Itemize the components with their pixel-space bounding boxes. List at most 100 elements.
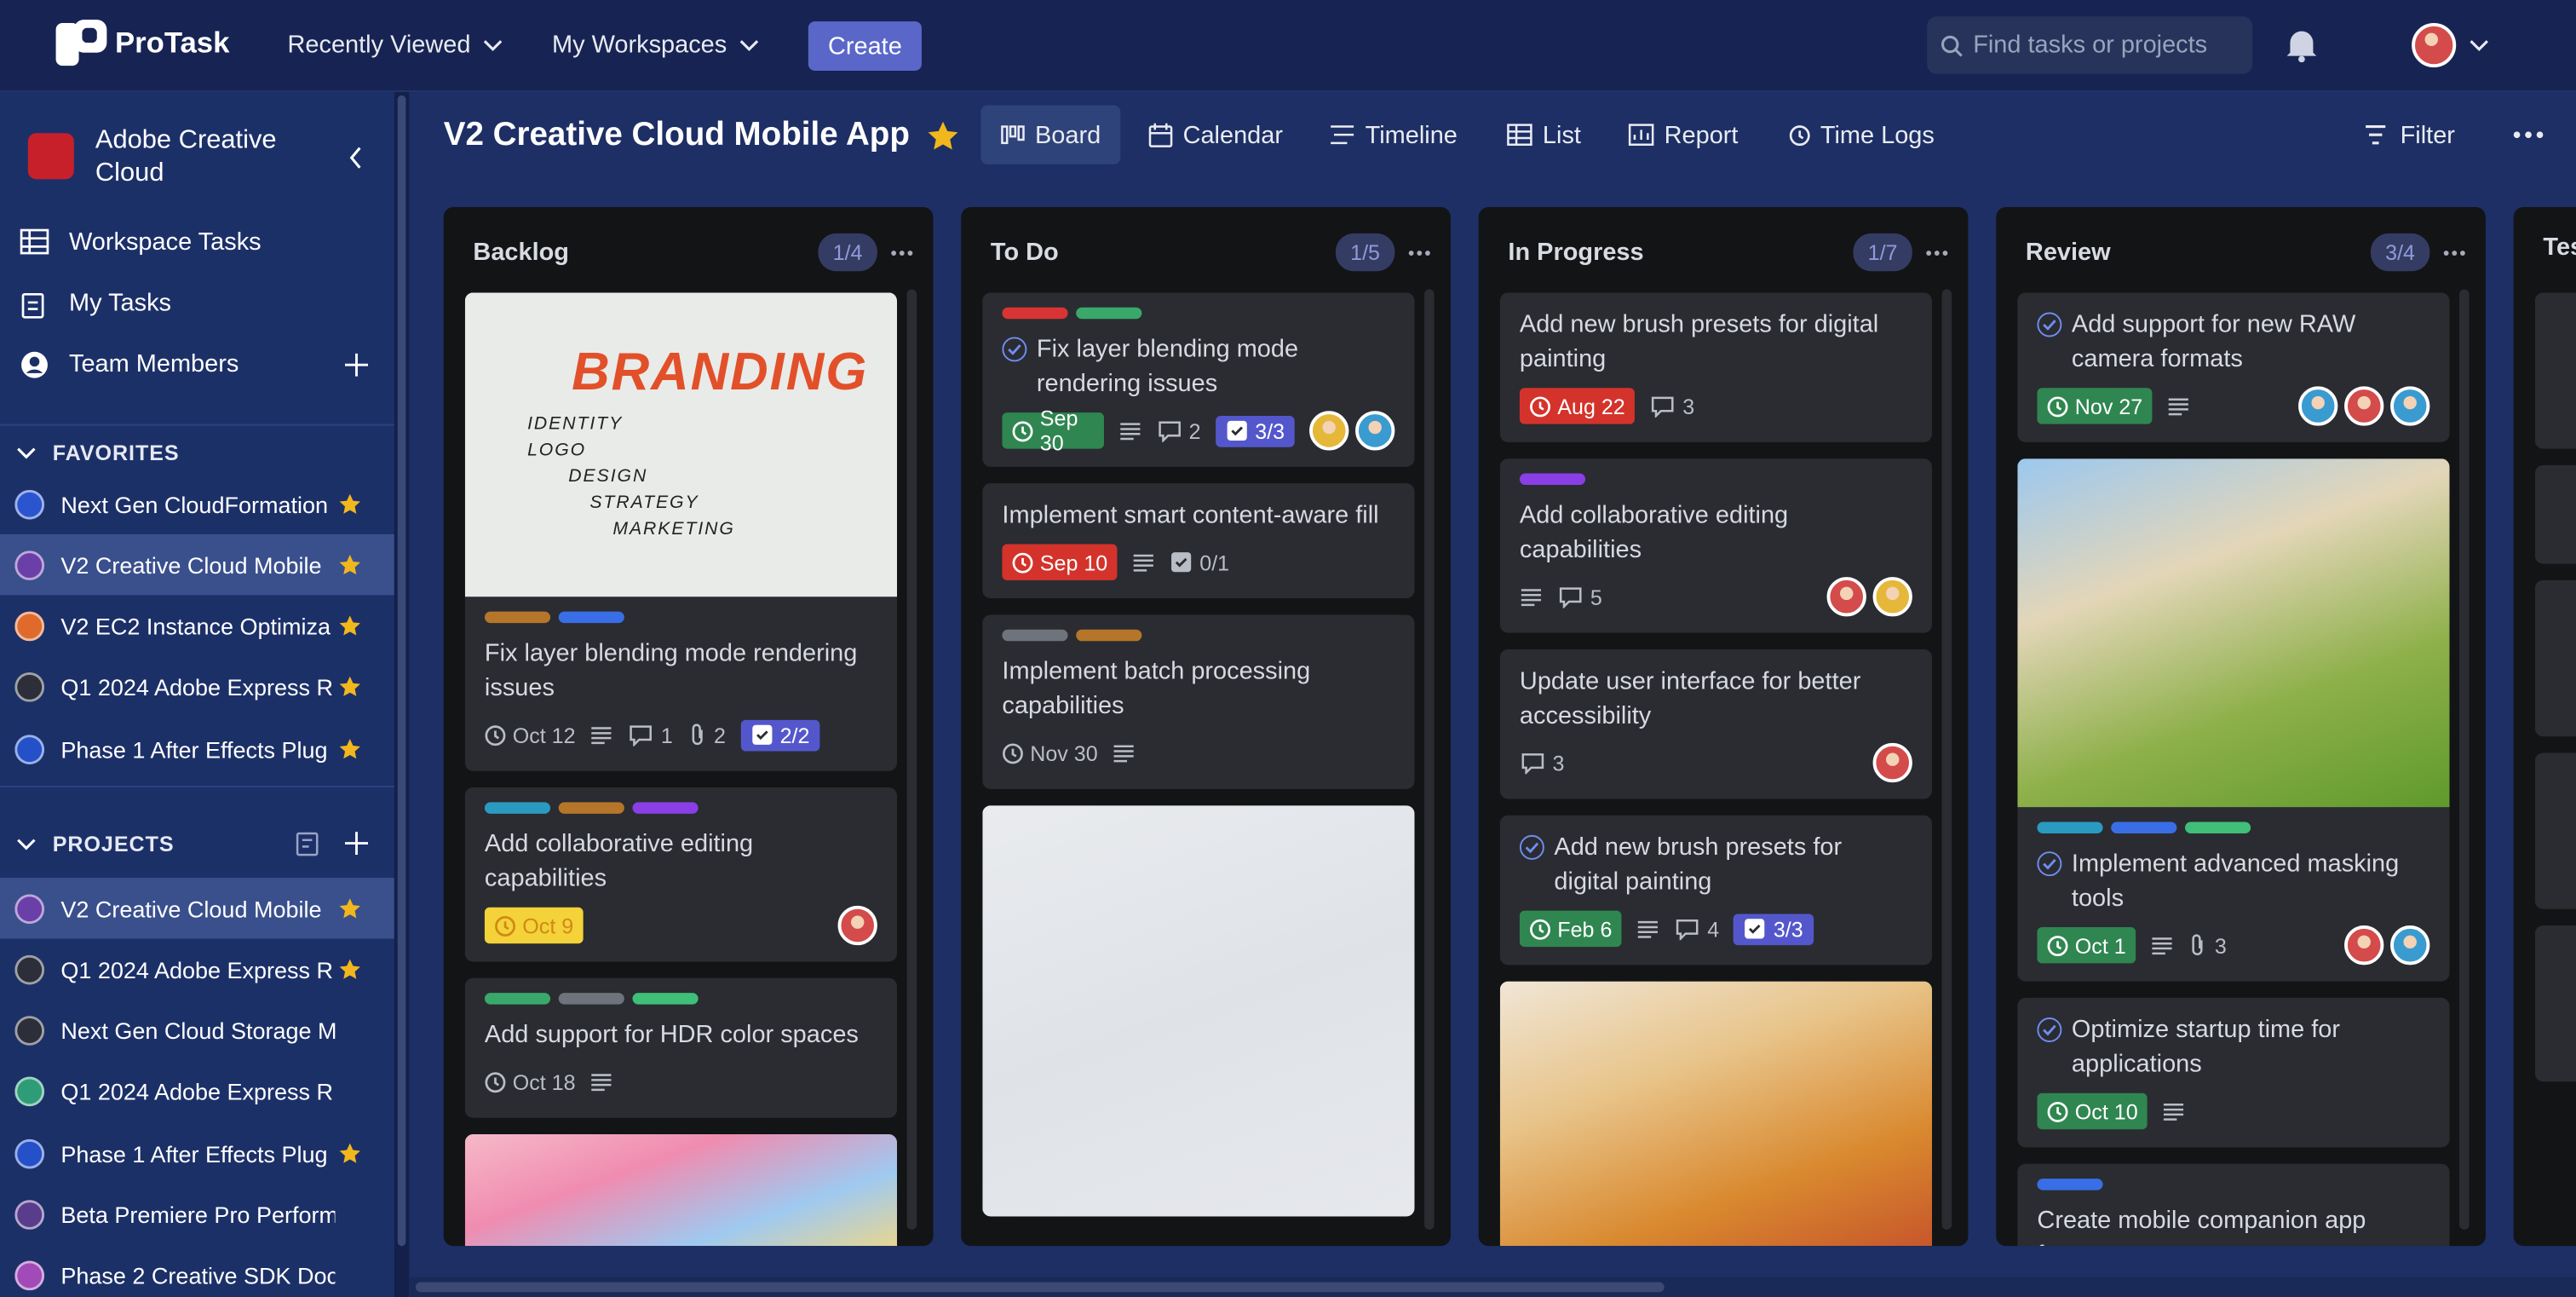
task-card[interactable]: Add new brush presets for digital painti…: [1499, 292, 1932, 442]
section-header[interactable]: FAVORITES: [0, 423, 394, 483]
project-item[interactable]: V2 Creative Cloud Mobile: [0, 534, 394, 596]
task-card[interactable]: BRANDING IDENTITY LOGO DESIGN STRATEGY MARKET…: [464, 292, 897, 771]
section-header[interactable]: PROJECTS: [0, 814, 394, 874]
task-card[interactable]: Add collaborative editing capabilities 5: [1499, 458, 1932, 633]
project-item[interactable]: Beta Premiere Pro Perform: [0, 1185, 394, 1245]
task-card[interactable]: [1499, 981, 1932, 1247]
task-card[interactable]: Add support for HDR color spaces Oct 18: [464, 977, 897, 1118]
column-menu[interactable]: [1408, 249, 1431, 256]
column-header: To Do 1/5: [991, 233, 1431, 272]
workspace-name[interactable]: Adobe Creative Cloud: [95, 126, 277, 187]
title-text: Optimize startup time for applications: [2071, 1016, 2341, 1079]
column-scrollbar[interactable]: [1424, 289, 1435, 1230]
user-menu[interactable]: [2470, 39, 2489, 52]
task-card[interactable]: Implement smart content-aware fill Sep 10…: [982, 483, 1415, 599]
task-card[interactable]: [2534, 752, 2576, 909]
project-item[interactable]: Q1 2024 Adobe Express R: [0, 1062, 394, 1122]
column-scrollbar[interactable]: [1941, 289, 1952, 1230]
project-item[interactable]: Q1 2024 Adobe Express R: [0, 939, 394, 1000]
create-button[interactable]: Create: [808, 21, 922, 71]
cover-line: IDENTITY: [527, 414, 624, 435]
cover-image: BRANDING IDENTITY LOGO DESIGN STRATEGY MARKET…: [464, 292, 897, 597]
view-tab[interactable]: Timeline: [1309, 105, 1477, 164]
project-item[interactable]: V2 Creative Cloud Mobile: [0, 878, 394, 939]
view-label: Timeline: [1365, 120, 1458, 149]
project-item[interactable]: Phase 2 Creative SDK Doc: [0, 1246, 394, 1297]
avatar[interactable]: [1872, 577, 1912, 617]
project-name: Q1 2024 Adobe Express R: [60, 1079, 334, 1106]
view-tab[interactable]: List: [1486, 105, 1601, 164]
title-text: Add support for new RAW camera formats: [2071, 310, 2356, 373]
sidebar-link[interactable]: Workspace Tasks: [0, 212, 394, 273]
task-card[interactable]: Implement advanced masking tools Oct 1 3: [2017, 458, 2450, 982]
board-scrollbar[interactable]: [409, 1277, 2576, 1297]
project-item[interactable]: Next Gen CloudFormation: [0, 474, 394, 534]
task-card[interactable]: Fix layer blending mode rendering issues…: [982, 292, 1415, 467]
search-box[interactable]: Find tasks or projects: [1927, 16, 2253, 74]
view-tab[interactable]: Calendar: [1129, 105, 1302, 164]
sidebar-link[interactable]: My Tasks: [0, 273, 394, 333]
add-member[interactable]: [344, 352, 368, 376]
task-card[interactable]: Add collaborative editing capabilities Oc…: [464, 787, 897, 962]
task-card[interactable]: Implement batch processing capabilities N…: [982, 614, 1415, 789]
avatar[interactable]: [2344, 386, 2384, 426]
avatar[interactable]: [1872, 742, 1912, 783]
column-name: Backlog: [473, 238, 569, 267]
section-actions[interactable]: [296, 831, 368, 857]
avatar[interactable]: [1826, 577, 1866, 617]
avatar[interactable]: [837, 905, 877, 946]
project-item[interactable]: Next Gen Cloud Storage M: [0, 1000, 394, 1061]
due-text: Sep 10: [1039, 550, 1108, 575]
due-date: Sep 30: [1002, 406, 1104, 455]
nav-menu[interactable]: Recently Viewed: [287, 32, 503, 59]
avatar[interactable]: [2344, 925, 2384, 966]
task-card[interactable]: [2534, 292, 2576, 449]
avatar[interactable]: [2390, 925, 2430, 966]
column-menu[interactable]: [1925, 249, 1948, 256]
project-item[interactable]: Q1 2024 Adobe Express R: [0, 657, 394, 718]
avatar[interactable]: [2298, 386, 2338, 426]
task-card[interactable]: Add support for new RAW camera formats No…: [2017, 292, 2450, 442]
nav-menu[interactable]: My Workspaces: [552, 32, 760, 59]
collapse[interactable]: [348, 147, 363, 170]
card-meta: Oct 18: [485, 1062, 877, 1101]
star-icon: [338, 493, 361, 516]
task-card[interactable]: [2534, 925, 2576, 1082]
task-card[interactable]: [2534, 579, 2576, 737]
view-tab[interactable]: Report: [1608, 105, 1758, 164]
filter[interactable]: Filter: [2364, 105, 2455, 164]
view-tab[interactable]: Time Logs: [1769, 105, 1954, 164]
task-card[interactable]: Create mobile companion app features: [2017, 1163, 2450, 1247]
column-menu[interactable]: [2443, 249, 2466, 256]
view-tab[interactable]: Board: [980, 105, 1121, 164]
sidebar-link[interactable]: Team Members: [0, 334, 394, 395]
column-menu[interactable]: [890, 249, 913, 256]
avatar[interactable]: [1355, 411, 1395, 451]
more[interactable]: [2513, 131, 2544, 139]
favorite-star[interactable]: [927, 120, 960, 152]
due-text: Aug 22: [1557, 393, 1625, 418]
task-card[interactable]: [2534, 464, 2576, 564]
task-card[interactable]: Update user interface for better accessi…: [1499, 648, 1932, 799]
project-item[interactable]: Phase 1 After Effects Plug: [0, 1123, 394, 1184]
task-card[interactable]: Add new brush presets for digital painti…: [1499, 815, 1932, 966]
star-icon: [338, 554, 361, 577]
column-scrollbar[interactable]: [2459, 289, 2470, 1230]
task-card[interactable]: Optimize startup time for applications Oc…: [2017, 997, 2450, 1148]
link-text: Team Members: [68, 349, 239, 378]
card-title: Fix layer blending mode rendering issues: [1002, 332, 1394, 401]
project-item[interactable]: V2 EC2 Instance Optimiza: [0, 596, 394, 656]
sidebar-scrollbar[interactable]: [394, 92, 410, 1297]
theme-toggle[interactable]: [2349, 26, 2385, 62]
user-avatar[interactable]: [2412, 23, 2457, 68]
avatar[interactable]: [2390, 386, 2430, 426]
due-date: Nov 27: [2037, 388, 2153, 424]
notifications[interactable]: [2284, 26, 2320, 63]
task-card[interactable]: [464, 1134, 897, 1247]
avatar[interactable]: [1309, 411, 1349, 451]
column-header: In Progress 1/7: [1508, 233, 1948, 272]
task-card[interactable]: [982, 805, 1415, 1217]
column-scrollbar[interactable]: [906, 289, 917, 1230]
project-item[interactable]: Phase 1 After Effects Plug: [0, 718, 394, 779]
assignees: [1872, 742, 1912, 783]
